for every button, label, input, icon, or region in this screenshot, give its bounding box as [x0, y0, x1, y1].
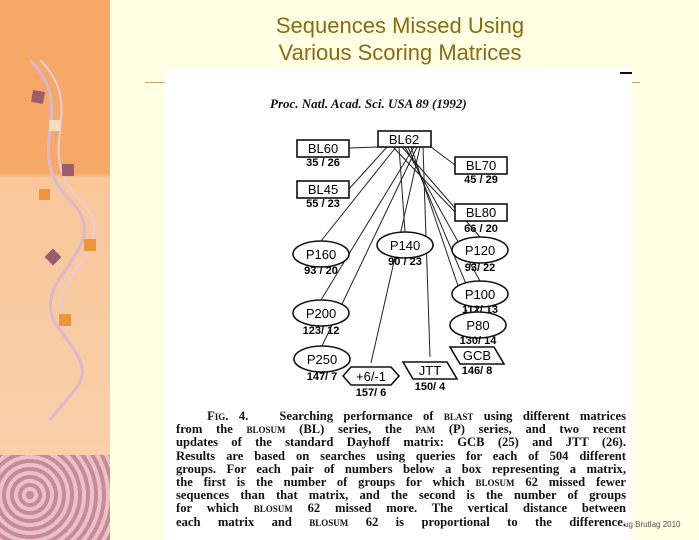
box-shape: [454, 156, 508, 175]
ellipse-shape: [376, 231, 434, 259]
matrix-node-bl80: BL80 66 / 20: [454, 203, 508, 235]
slide-title: Sequences Missed Using Various Scoring M…: [180, 12, 620, 66]
journal-citation: Proc. Natl. Acad. Sci. USA 89 (1992): [270, 96, 467, 111]
decorative-wave: [28, 58, 96, 421]
node-label: BL45: [308, 182, 338, 197]
node-label: BL70: [466, 158, 496, 173]
node-label: P120: [465, 243, 495, 258]
parallelogram-shape: [448, 346, 506, 365]
connector-line: [320, 146, 397, 242]
node-label: P80: [466, 318, 489, 333]
hexagon-shape: [341, 366, 401, 386]
matrix-node-p250: P250 147/ 7: [293, 345, 351, 383]
node-counts: 90 / 23: [388, 256, 422, 268]
node-counts: 55 / 23: [306, 198, 340, 210]
connector-line: [320, 146, 415, 301]
ellipse-shape: [449, 311, 507, 339]
node-label: BL80: [466, 205, 496, 220]
matrix-node-p160: P160 93 / 20: [292, 240, 350, 277]
matrix-node-p120: P120 93/ 22: [451, 236, 509, 274]
connector-line: [430, 146, 456, 166]
node-counts: 123/ 12: [303, 325, 340, 337]
ellipse-shape: [292, 299, 350, 327]
node-counts: 45 / 29: [464, 174, 498, 186]
caption-line: Results are based on searches using quer…: [176, 448, 626, 463]
scan-mark: [620, 72, 632, 74]
node-label: +6/-1: [356, 369, 386, 384]
node-label: P160: [306, 247, 336, 262]
connector-line: [410, 146, 478, 343]
box-shape: [296, 180, 350, 199]
matrix-node-p200: P200 123/ 12: [292, 299, 350, 337]
ellipse-shape: [292, 240, 350, 268]
matrix-node-61: +6/-1 157/ 6: [341, 366, 401, 399]
node-counts: 157/ 6: [356, 387, 387, 399]
caption-line: the first is the number of groups for wh…: [176, 475, 627, 490]
node-counts: 150/ 4: [415, 381, 446, 393]
node-counts: 93 / 20: [304, 265, 338, 277]
caption-line: updates of the standard Dayhoff matrix: …: [176, 435, 626, 450]
connector-line: [348, 146, 379, 149]
box-shape: [377, 130, 432, 148]
matrix-node-p80: P80 130/ 14: [449, 311, 507, 347]
node-counts: 146/ 8: [462, 365, 493, 377]
decorative-side-panel: [0, 0, 110, 540]
decorative-swirl-image: [0, 455, 110, 540]
connector-line: [401, 146, 481, 238]
node-label: BL62: [389, 132, 419, 147]
matrix-node-bl62: BL62: [377, 130, 432, 148]
node-label: P250: [307, 352, 337, 367]
node-label: P100: [465, 287, 495, 302]
matrix-node-gcb: GCB 146/ 8: [448, 346, 506, 377]
box-shape: [296, 139, 350, 158]
connector-line: [348, 146, 388, 190]
caption-line: sequences than that matrix, and the seco…: [176, 488, 626, 503]
node-label: BL60: [308, 141, 338, 156]
title-line-1: Sequences Missed Using: [275, 13, 525, 38]
caption-line: groups. For each pair of numbers below a…: [176, 461, 626, 476]
node-label: GCB: [463, 348, 491, 363]
node-counts: 35 / 26: [306, 157, 340, 169]
ellipse-shape: [293, 345, 351, 373]
figure-caption: Fig. 4. Searching performance of blast u…: [176, 409, 627, 529]
matrix-node-p140: P140 90 / 23: [376, 231, 434, 268]
matrix-node-jtt: JTT 150/ 4: [401, 361, 459, 393]
node-label: P200: [306, 306, 336, 321]
box-shape: [454, 203, 508, 222]
ellipse-shape: [451, 236, 509, 264]
node-label: JTT: [419, 363, 441, 378]
node-counts: 130/ 14: [460, 335, 498, 347]
caption-line: Fig. 4. Searching performance of blast u…: [207, 409, 626, 423]
node-counts: 147/ 7: [307, 371, 338, 383]
ellipse-shape: [451, 280, 509, 308]
caption-line: from the blosum (BL) series, the pam (P)…: [176, 422, 627, 437]
caption-line: each matrix and blosum 62 is proportiona…: [176, 514, 626, 529]
parallelogram-shape: [401, 361, 459, 380]
node-label: P140: [390, 238, 420, 253]
slide-credit: ug Brutlag 2010: [624, 520, 681, 529]
node-counts: 93/ 22: [465, 262, 496, 274]
caption-line: for which blosum 62 missed more. The ver…: [176, 501, 626, 516]
title-line-2: Various Scoring Matrices: [278, 40, 522, 65]
node-counts: 66 / 20: [464, 223, 498, 235]
